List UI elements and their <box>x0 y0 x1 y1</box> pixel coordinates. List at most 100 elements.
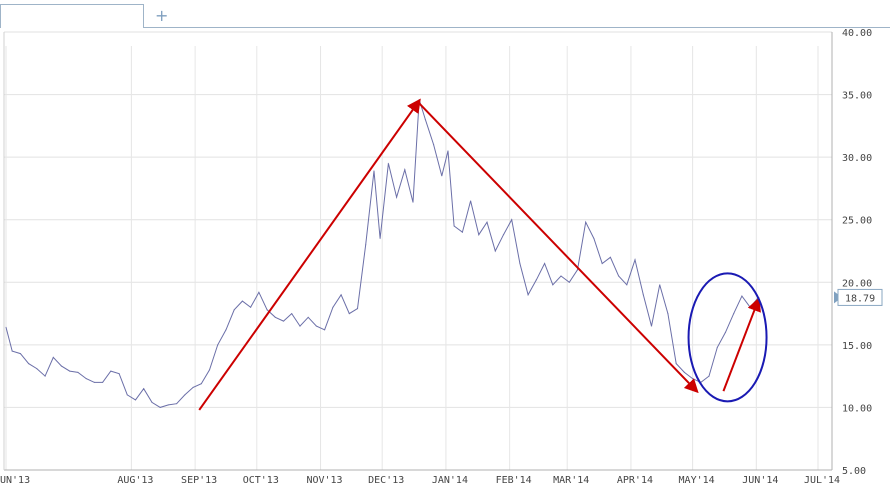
data-point <box>19 353 21 355</box>
x-tick-label: NOV'13 <box>306 475 342 486</box>
data-point <box>184 394 186 396</box>
x-tick-label: AUG'13 <box>117 475 153 486</box>
data-point <box>217 344 219 346</box>
y-tick-label: 35.00 <box>842 91 872 102</box>
add-tab-button[interactable]: + <box>155 6 169 25</box>
data-point <box>315 325 318 327</box>
data-point <box>348 312 350 315</box>
data-point <box>494 250 496 252</box>
data-point <box>601 262 603 265</box>
chart-tab[interactable] <box>0 4 144 28</box>
data-point <box>418 98 420 101</box>
x-tick-label: DEC'13 <box>368 475 404 486</box>
data-point <box>585 221 587 223</box>
data-point <box>461 231 463 233</box>
data-point <box>447 150 449 152</box>
data-point <box>5 326 7 328</box>
data-point <box>52 356 54 358</box>
data-point <box>159 406 161 409</box>
data-point <box>291 312 293 315</box>
y-axis: 40.00 35.00 30.00 25.00 20.00 15.00 10.00 5.00 <box>842 28 872 477</box>
data-point <box>453 225 455 227</box>
data-point <box>151 401 153 404</box>
trend-arrow <box>722 297 761 392</box>
data-point <box>568 281 570 283</box>
y-tick-label: 10.00 <box>842 403 872 414</box>
x-axis: UN'13 AUG'13 SEP'13 OCT'13 NOV'13 DEC'13 JAN'1… <box>0 475 840 486</box>
data-point <box>404 169 406 171</box>
last-value-label: 18.79 <box>845 293 875 304</box>
data-point <box>93 381 95 383</box>
data-point <box>134 399 137 401</box>
data-point <box>609 256 611 258</box>
plot-frame <box>3 32 833 471</box>
data-point <box>560 275 562 277</box>
data-point <box>365 244 367 246</box>
y-tick-label: 25.00 <box>842 216 872 227</box>
data-point <box>432 144 435 146</box>
data-point <box>258 291 260 293</box>
data-point <box>659 284 661 286</box>
data-point <box>324 329 326 331</box>
data-point <box>192 386 194 389</box>
x-tick-label: UN'13 <box>0 475 30 486</box>
data-point <box>395 196 398 198</box>
data-point <box>143 388 145 390</box>
data-point <box>266 309 268 311</box>
data-point <box>469 200 472 202</box>
data-point <box>478 234 480 236</box>
data-point <box>741 295 743 297</box>
y-tick-label: 15.00 <box>842 341 872 352</box>
data-point <box>77 371 79 373</box>
trend-arrow <box>418 102 699 394</box>
data-point <box>626 284 628 286</box>
data-point <box>519 262 521 265</box>
data-point <box>250 306 252 308</box>
data-point <box>356 307 359 310</box>
data-point <box>576 269 579 271</box>
data-point <box>502 234 505 236</box>
data-point <box>617 275 620 277</box>
data-point <box>724 331 727 333</box>
data-point <box>535 279 537 281</box>
data-point <box>441 175 443 177</box>
data-point <box>683 371 685 373</box>
data-point <box>102 381 104 383</box>
data-point <box>110 370 112 372</box>
data-point <box>634 259 636 261</box>
x-tick-label: JAN'14 <box>432 475 468 486</box>
data-point <box>412 201 414 203</box>
data-point <box>69 370 71 372</box>
last-value-marker: 18.79 <box>834 288 883 306</box>
data-point <box>44 375 46 377</box>
data-point <box>675 363 677 365</box>
data-point <box>274 316 276 318</box>
data-point <box>552 284 554 286</box>
data-point <box>60 365 63 367</box>
data-point <box>299 325 301 327</box>
data-point <box>85 378 87 380</box>
x-tick-label: OCT'13 <box>243 475 279 486</box>
data-point <box>28 363 30 365</box>
series-layer <box>5 98 759 409</box>
tab-divider <box>144 27 890 28</box>
x-tick-label: FEB'14 <box>496 475 532 486</box>
data-point <box>233 309 235 311</box>
data-point <box>200 383 202 385</box>
data-point <box>373 170 375 172</box>
x-tick-label: APR'14 <box>617 475 653 486</box>
series-line <box>5 99 759 408</box>
data-point <box>716 346 718 348</box>
highlight-ellipse <box>687 272 768 403</box>
x-tick-label: SEP'13 <box>181 475 217 486</box>
data-point <box>692 378 694 380</box>
data-point <box>332 306 334 308</box>
annotation-layer <box>198 98 768 411</box>
data-point <box>126 394 128 396</box>
data-point <box>733 312 735 315</box>
data-point <box>176 403 178 405</box>
last-value-box <box>837 288 883 306</box>
data-point <box>749 306 751 308</box>
data-point <box>340 294 342 296</box>
x-tick-label: JUL'14 <box>804 475 840 486</box>
